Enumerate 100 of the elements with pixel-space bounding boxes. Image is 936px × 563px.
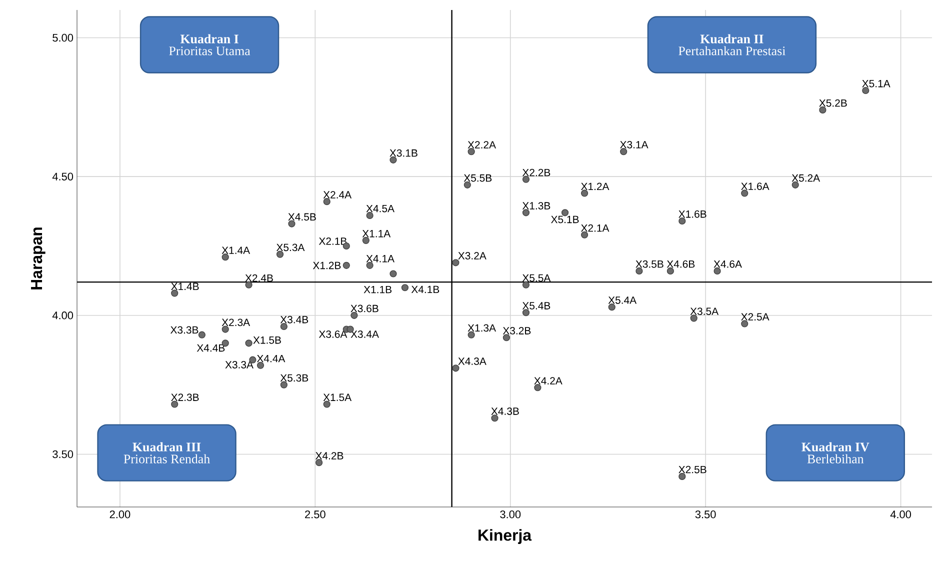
annotation: Kuadran IV (802, 442, 870, 452)
point (222, 254, 229, 261)
x-tick-label: 4.00 (890, 510, 911, 518)
annotation: X3.5A (690, 308, 719, 315)
annotation: X3.5B (636, 260, 664, 268)
point (171, 290, 178, 297)
annotation: X1.4B (171, 282, 199, 290)
point (608, 304, 616, 311)
x-tick-label: 3.50 (695, 510, 716, 518)
y-tick-label: 4.50 (52, 172, 74, 180)
annotation: X3.1A (620, 140, 648, 148)
y-tick-label: 4.00 (52, 312, 74, 320)
point (522, 309, 530, 316)
x-tick-label: 2.50 (305, 510, 326, 518)
point (534, 384, 542, 392)
annotation: X4.3A (458, 358, 486, 365)
annotation: Berlebihan (807, 454, 864, 464)
annotation: X3.3B (170, 326, 198, 334)
point (452, 259, 460, 266)
point (323, 400, 330, 408)
annotation: X4.4A (256, 354, 286, 362)
annotation: X5.3A (276, 244, 305, 252)
point (491, 414, 498, 422)
annotation: X5.1B (551, 216, 579, 224)
point (522, 209, 530, 216)
annotation: X4.5B (288, 213, 316, 221)
annotation: X1.2B (312, 262, 341, 270)
annotation: X5.5B (464, 174, 492, 182)
point (580, 190, 588, 197)
annotation: X4.3B (491, 408, 519, 415)
annotation: X5.4B (522, 302, 550, 310)
point (198, 331, 206, 338)
annotation: X1.2A (580, 182, 610, 190)
annotation: X4.5A (366, 204, 394, 212)
annotation: X2.5A (741, 313, 770, 321)
point (342, 262, 350, 269)
annotation: X4.2A (534, 377, 562, 384)
annotation: X5.2A (792, 174, 820, 182)
annotation: X1.1B (364, 286, 392, 294)
y-axis-title: Harapan (31, 228, 46, 290)
annotation: X3.4A (350, 330, 379, 338)
x-tick-label: 3.00 (500, 510, 521, 518)
x-axis-title: Kinerja (478, 529, 532, 544)
annotation: X3.2B (502, 327, 531, 334)
annotation: X2.4B (245, 274, 273, 282)
annotation: X1.3B (522, 202, 550, 210)
annotation: X1.1A (362, 230, 391, 238)
annotation: X1.5A (323, 394, 352, 402)
annotation: X4.1A (366, 255, 394, 262)
annotation: X5.1A (862, 80, 890, 88)
annotation: X2.2A (468, 141, 496, 148)
annotation: X1.6A (741, 182, 770, 190)
annotation: X3.2A (458, 252, 486, 260)
annotation: X3.3A (225, 361, 254, 368)
annotation: Kuadran III (132, 442, 201, 452)
annotation: X4.6B (666, 260, 695, 268)
annotation: X2.5B (678, 466, 706, 474)
annotation: X5.5A (522, 274, 551, 282)
point (502, 334, 510, 342)
point (522, 281, 530, 288)
annotation: X4.4B (196, 344, 225, 352)
annotation: X4.6A (714, 260, 742, 268)
point (316, 459, 323, 466)
point (323, 198, 330, 206)
annotation: X1.6B (678, 210, 706, 218)
annotation: X2.3B (171, 394, 199, 402)
annotation: Prioritas Rendah (124, 454, 210, 464)
annotation: X1.4A (222, 246, 250, 254)
annotation: X2.2B (522, 168, 550, 176)
annotation: X3.6B (350, 304, 378, 312)
annotation: Kuadran II (700, 34, 764, 44)
annotation: Prioritas Utama (169, 46, 250, 56)
y-tick-label: 3.50 (52, 450, 74, 458)
point (390, 270, 397, 278)
point (620, 148, 628, 156)
annotation: X2.3A (222, 318, 250, 326)
annotation: X4.2B (316, 452, 344, 460)
annotation: X1.5B (253, 336, 281, 344)
point (468, 148, 475, 156)
annotation: X3.6A (318, 330, 348, 338)
annotation: X2.1B (318, 237, 347, 245)
annotation: Kuadran I (180, 34, 238, 44)
annotation: X4.1B (411, 286, 440, 294)
annotation: X5.4A (608, 296, 637, 304)
annotation: X1.3A (468, 324, 496, 332)
annotation: X2.1A (580, 224, 610, 232)
annotation: X5.2B (819, 99, 847, 107)
y-tick-label: 5.00 (52, 34, 74, 42)
point (171, 400, 178, 408)
annotation: X3.1B (390, 149, 418, 157)
point (741, 190, 748, 197)
point (401, 284, 409, 292)
point (741, 320, 748, 328)
point (245, 340, 252, 347)
point (452, 364, 460, 372)
point (690, 314, 698, 322)
annotation: Pertahankan Prestasi (678, 46, 786, 56)
point (245, 281, 252, 288)
annotation: X3.4B (280, 316, 308, 324)
annotation: X2.4A (323, 191, 352, 198)
